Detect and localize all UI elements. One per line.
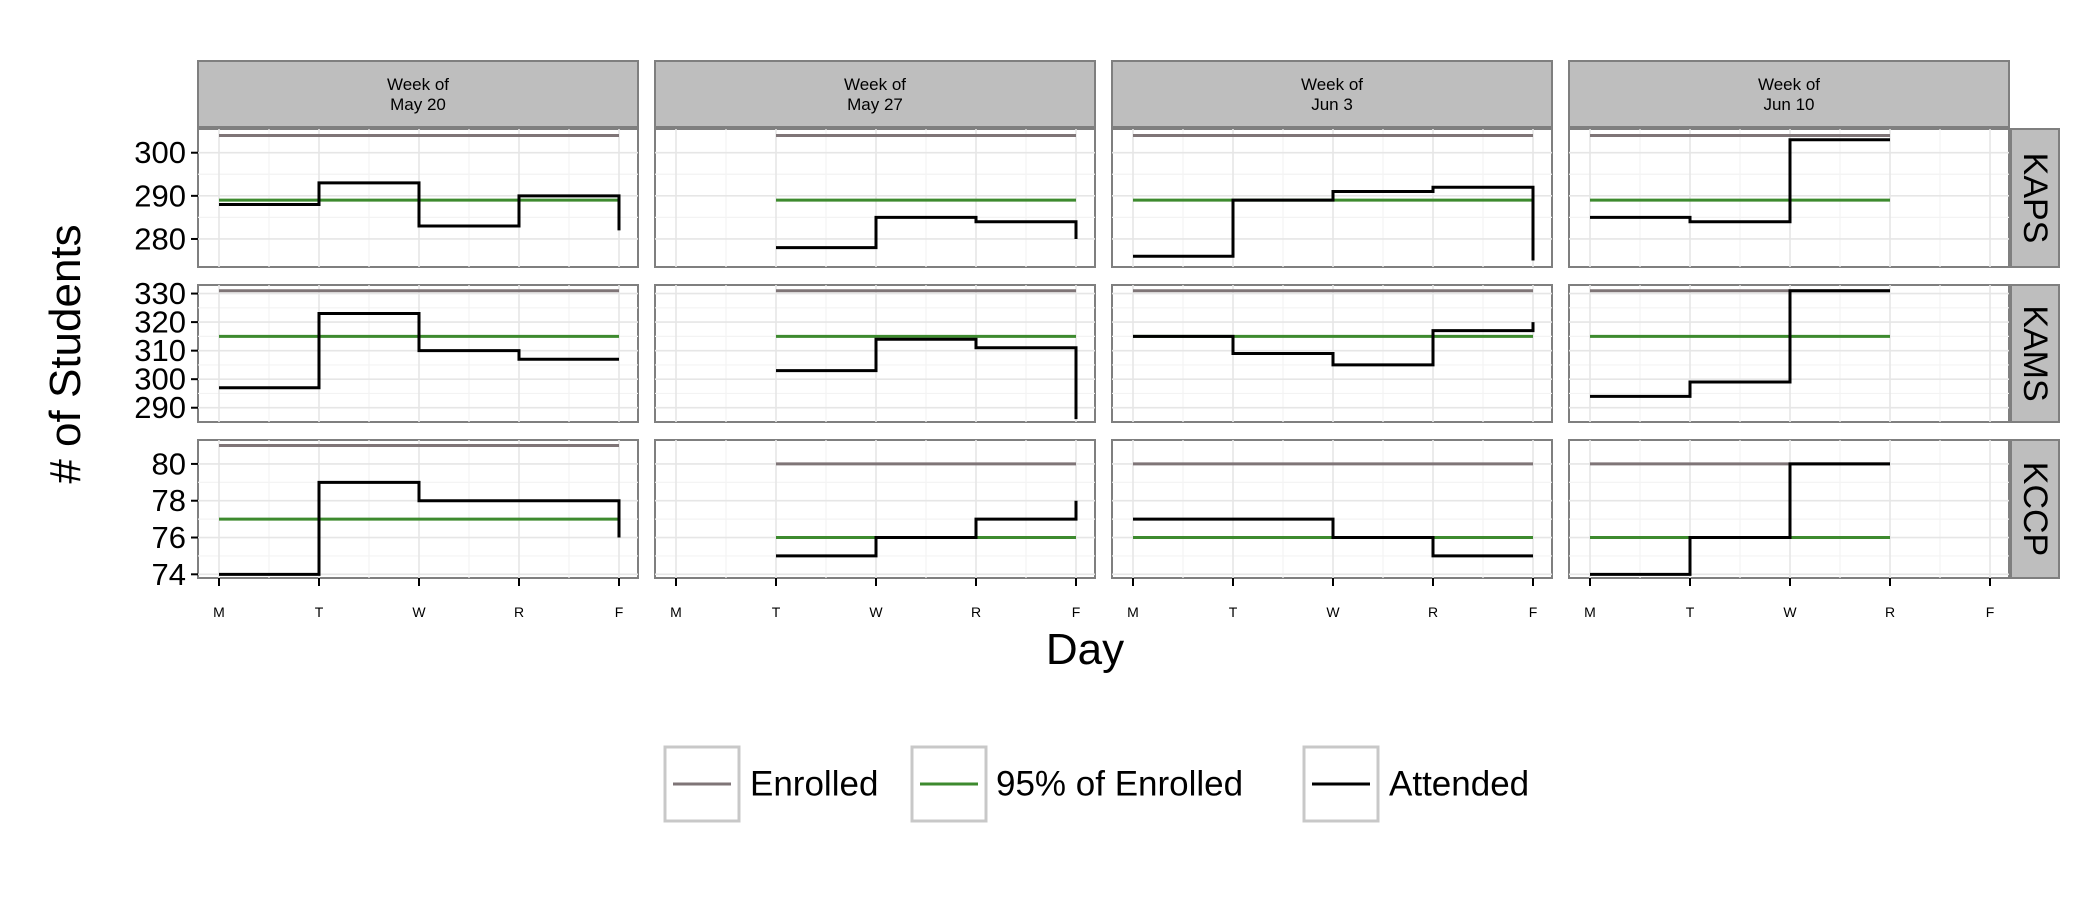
panel-kccp-2 (654, 439, 1096, 579)
panel-background (197, 284, 639, 423)
column-strip-background (654, 60, 1096, 128)
x-tick-label: M (1584, 604, 1596, 620)
row-strip-label: KAPS (2016, 153, 2054, 244)
legend-entry: 95% of Enrolled (910, 745, 1243, 823)
series-attended (219, 312, 619, 390)
row-strip-label: KCCP (2016, 462, 2054, 556)
series-attended (776, 337, 1078, 420)
y-tick-label: 300 (134, 362, 186, 397)
x-tick-label: T (1686, 604, 1695, 620)
x-tick-label: T (1229, 604, 1238, 620)
legend-label: Attended (1389, 765, 1529, 804)
row-strip: KAPS (2010, 128, 2060, 268)
series-attended (1133, 185, 1535, 261)
column-strip-background (197, 60, 639, 128)
y-tick-label: 310 (134, 333, 186, 368)
x-tick-label: R (514, 604, 524, 620)
y-tick-label: 330 (134, 276, 186, 311)
series-attended (1590, 289, 1890, 398)
panel-kccp-4 (1568, 439, 2010, 579)
row-strip-background (2010, 439, 2060, 579)
x-tick-label: R (971, 604, 981, 620)
panel-kccp-3 (1111, 439, 1553, 579)
x-tick-label: W (869, 604, 883, 620)
column-strip-label: Week of (387, 75, 449, 94)
x-tick-label: W (1783, 604, 1797, 620)
column-strip-label: Jun 10 (1763, 95, 1814, 114)
x-tick-label: F (1986, 604, 1995, 620)
row-strip-background (2010, 284, 2060, 423)
y-tick-label: 290 (134, 390, 186, 425)
panel-kams-3 (1111, 284, 1553, 423)
legend-label: Enrolled (750, 765, 878, 804)
y-tick-label: 78 (152, 483, 186, 518)
x-tick-label: F (1529, 604, 1538, 620)
x-tick-label: R (1885, 604, 1895, 620)
series-attended (776, 215, 1078, 250)
column-strip-label: May 27 (847, 95, 903, 114)
column-strip-label: Week of (1301, 75, 1363, 94)
x-tick-label: M (1127, 604, 1139, 620)
panel-kaps-3 (1111, 128, 1553, 268)
column-strip-label: Week of (844, 75, 906, 94)
series-attended (219, 181, 621, 231)
x-tick-label: F (1072, 604, 1081, 620)
y-tick-label: 320 (134, 305, 186, 340)
x-tick-label: M (213, 604, 225, 620)
x-tick-label: F (615, 604, 624, 620)
y-tick-label: 80 (152, 446, 186, 481)
x-tick-label: W (412, 604, 426, 620)
row-strip-background (2010, 128, 2060, 268)
legend-entry: Enrolled (663, 745, 878, 823)
panel-kaps-1 (197, 128, 639, 268)
series-attended (1133, 517, 1533, 558)
y-tick-label: 74 (152, 557, 186, 592)
y-tick-label: 76 (152, 520, 186, 555)
chart-panels (197, 128, 2010, 579)
x-tick-label: T (772, 604, 781, 620)
x-tick-label: W (1326, 604, 1340, 620)
row-strip-label: KAMS (2016, 305, 2054, 401)
panel-kams-4 (1568, 284, 2010, 423)
row-strips: KAPS KAMS KCCP (2010, 128, 2060, 579)
panel-background (197, 439, 639, 579)
series-attended (1133, 322, 1535, 367)
legend-label: 95% of Enrolled (996, 765, 1243, 804)
y-tick-label: 300 (134, 135, 186, 170)
series-attended (1590, 138, 1890, 224)
x-tick-label: T (315, 604, 324, 620)
panel-kams-1 (197, 284, 639, 423)
panel-kams-2 (654, 284, 1096, 423)
row-strip: KAMS (2010, 284, 2060, 423)
y-tick-label: 280 (134, 221, 186, 256)
panel-kccp-1 (197, 439, 639, 579)
panel-kaps-4 (1568, 128, 2010, 268)
column-strip-label: Week of (1758, 75, 1820, 94)
column-strip-background (1111, 60, 1553, 128)
column-strip-label: May 20 (390, 95, 446, 114)
column-strip-label: Jun 3 (1311, 95, 1353, 114)
y-tick-label: 290 (134, 178, 186, 213)
x-tick-label: R (1428, 604, 1438, 620)
x-tick-label: M (670, 604, 682, 620)
series-attended (1590, 462, 1890, 576)
series-attended (219, 480, 621, 576)
series-attended (776, 500, 1078, 558)
row-strip: KCCP (2010, 439, 2060, 579)
column-strip-background (1568, 60, 2010, 128)
y-axis-title: # of Students (41, 224, 90, 483)
x-axis-title: Day (1046, 625, 1124, 674)
legend: Enrolled 95% of Enrolled Attended (663, 745, 1529, 823)
legend-entry: Attended (1302, 745, 1529, 823)
panel-kaps-2 (654, 128, 1096, 268)
